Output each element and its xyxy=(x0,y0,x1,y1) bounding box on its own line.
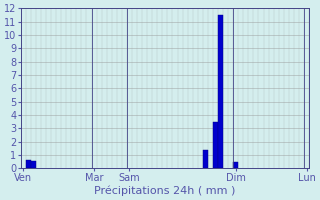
Bar xyxy=(26,160,31,168)
Bar xyxy=(213,122,218,168)
Bar xyxy=(203,150,208,168)
Bar xyxy=(31,161,36,168)
X-axis label: Précipitations 24h ( mm ): Précipitations 24h ( mm ) xyxy=(94,185,236,196)
Bar xyxy=(233,162,238,168)
Bar xyxy=(218,15,223,168)
